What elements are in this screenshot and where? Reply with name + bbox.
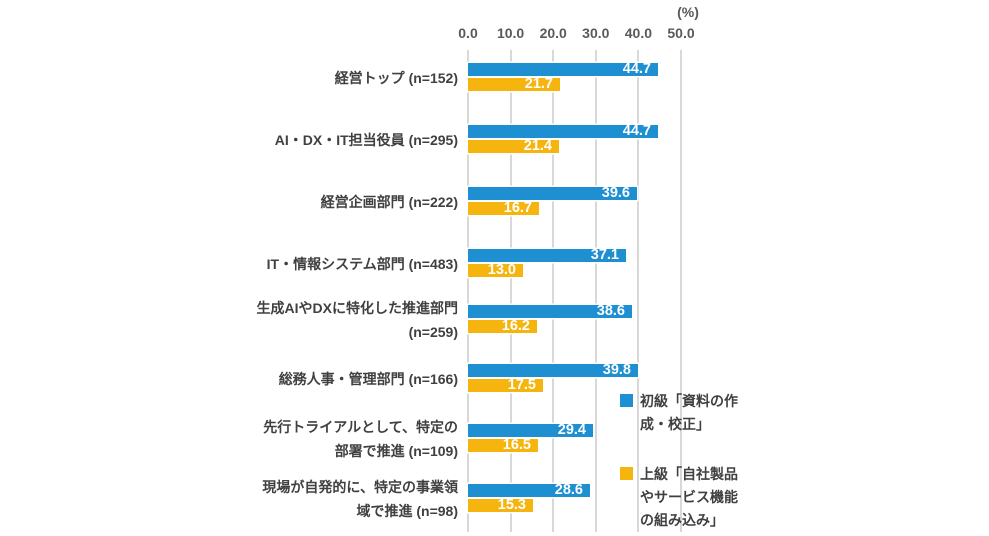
legend-label: 初級「資料の作 成・校正」 [640,390,805,436]
bar: 16.7 [468,200,539,216]
bar: 21.4 [468,138,559,154]
bar-value-label: 28.6 [554,482,583,498]
category-label: 経営トップ (n=152) [335,66,458,90]
bar: 39.8 [468,362,638,378]
x-axis-tick-label: 20.0 [539,25,567,41]
axis-unit-label: (%) [677,4,699,20]
gridline [594,50,597,532]
legend-label-line: やサービス機能 [640,489,738,505]
category-label-line: 生成AIやDXに特化した推進部門 [256,300,458,316]
category-label-line: 経営企画部門 (n=222) [320,194,458,210]
category-label: 生成AIやDXに特化した推進部門 (n=259) [257,296,458,344]
category-label: AI・DX・IT担当役員 (n=295) [275,128,458,152]
bar-value-label: 37.1 [590,247,619,263]
bar-value-label: 16.2 [501,318,530,334]
bar-value-label: 21.7 [524,76,553,92]
category-label: 現場が自発的に、特定の事業領域で推進 (n=98) [262,475,458,523]
category-label: 総務人事・管理部門 (n=166) [279,367,458,391]
legend-item: 初級「資料の作 成・校正」 [620,390,805,436]
bar: 44.7 [468,61,658,77]
category-label-line: 域で推進 (n=98) [356,503,458,519]
bar: 38.6 [468,303,632,319]
bar: 15.3 [468,497,533,513]
bar: 13.0 [468,262,523,278]
category-label-line: 部署で推進 (n=109) [334,443,458,459]
bar: 21.7 [468,76,560,92]
bar-value-label: 16.7 [503,200,532,216]
bar-value-label: 39.8 [602,362,631,378]
bar: 16.2 [468,318,537,334]
bar-value-label: 16.5 [502,437,531,453]
bar: 29.4 [468,422,593,438]
bar-value-label: 44.7 [622,123,651,139]
category-label-line: 先行トライアルとして、特定の [263,419,458,435]
legend-label: 上級「自社製品 やサービス機能 の組み込み」 [640,463,805,532]
bar: 39.6 [468,185,637,201]
category-label: 先行トライアルとして、特定の部署で推進 (n=109) [263,415,458,463]
x-axis-tick-label: 30.0 [582,25,610,41]
gridline [552,50,555,532]
x-axis-tick-label: 40.0 [624,25,653,41]
bar-value-label: 13.0 [487,262,516,278]
bar: 44.7 [468,123,658,139]
bar: 28.6 [468,482,590,498]
bar-value-label: 38.6 [596,303,625,319]
bar: 37.1 [468,247,626,263]
bar-value-label: 21.4 [523,138,552,154]
gridline [637,50,640,532]
legend-label-line: の組み込み」 [640,512,724,528]
bar: 16.5 [468,437,538,453]
legend-label-line: 初級「資料の作 [640,393,738,409]
category-label-line: 総務人事・管理部門 (n=166) [278,371,458,387]
x-axis-tick-label: 50.0 [667,25,695,41]
bar-value-label: 29.4 [557,422,586,438]
x-axis-tick-label: 0.0 [458,25,478,41]
gridline [467,50,469,532]
x-axis-tick-label: 10.0 [496,25,525,41]
bar-value-label: 15.3 [497,497,526,513]
category-label-line: 経営トップ (n=152) [334,70,458,86]
bar-value-label: 17.5 [507,377,536,393]
legend-swatch-icon [620,467,633,480]
category-label-line: AI・DX・IT担当役員 (n=295) [274,132,458,148]
category-label-line: (n=259) [408,324,458,340]
legend-item: 上級「自社製品 やサービス機能 の組み込み」 [620,463,805,532]
category-label: 経営企画部門 (n=222) [321,190,458,214]
bar-value-label: 39.6 [601,185,630,201]
gridline [509,50,512,532]
legend-label-line: 上級「自社製品 [640,466,738,482]
category-label-line: IT・情報システム部門 (n=483) [266,256,458,272]
legend-swatch-icon [620,394,633,407]
legend-label-line: 成・校正」 [640,416,710,432]
gridline [680,50,682,532]
bar: 17.5 [468,377,543,393]
category-label-line: 現場が自発的に、特定の事業領 [262,479,458,495]
category-label: IT・情報システム部門 (n=483) [267,252,458,276]
bar-value-label: 44.7 [622,61,651,77]
